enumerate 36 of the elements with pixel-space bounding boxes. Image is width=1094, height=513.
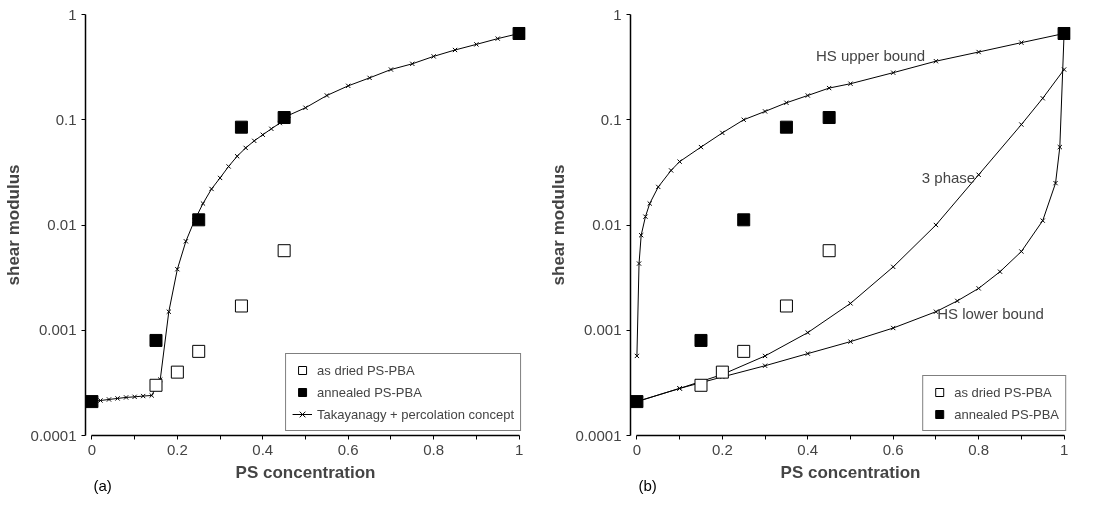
y-tick-label: 1 xyxy=(68,5,77,23)
legend-label: as dried PS-PBA xyxy=(954,384,1052,400)
y-tick-label: 0.1 xyxy=(55,110,77,128)
y-axis-title: shear modulus xyxy=(3,164,23,286)
y-tick-label: 0.001 xyxy=(38,321,77,339)
y-tick-label: 1 xyxy=(613,5,622,23)
x-tick-label: 1 xyxy=(1059,440,1069,458)
y-tick-label: 0.0001 xyxy=(30,426,77,444)
y-tick-label: 0.001 xyxy=(583,321,622,339)
annotation: HS upper bound xyxy=(815,47,926,64)
y-axis-title: shear modulus xyxy=(548,164,568,286)
legend-label: Takayanagy + percolation concept xyxy=(317,406,514,422)
x-axis-title: PS concentration xyxy=(780,462,921,482)
text: (a) xyxy=(93,476,112,494)
x-axis-title: PS concentration xyxy=(235,462,376,482)
x-tick-label: 0.4 xyxy=(252,440,274,458)
x-tick-label: 0.6 xyxy=(337,440,359,458)
x-tick-label: 0.2 xyxy=(711,440,733,458)
annotation: 3 phase xyxy=(921,169,976,186)
x-tick-label: 0 xyxy=(87,440,97,458)
y-tick-label: 0.0001 xyxy=(575,426,622,444)
annotation: HS lower bound xyxy=(937,305,1044,322)
legend-label: annealed PS-PBA xyxy=(954,406,1059,422)
x-tick-label: 0.8 xyxy=(968,440,990,458)
y-tick-label: 0.01 xyxy=(47,216,77,233)
legend-label: as dried PS-PBA xyxy=(317,362,415,378)
x-tick-label: 1 xyxy=(514,440,524,458)
x-tick-label: 0.6 xyxy=(882,440,904,458)
y-tick-label: 0.1 xyxy=(600,110,622,128)
x-tick-label: 0.4 xyxy=(797,440,819,458)
x-tick-label: 0.8 xyxy=(423,440,445,458)
y-tick-label: 0.01 xyxy=(592,216,622,233)
x-tick-label: 0.2 xyxy=(166,440,188,458)
legend-label: annealed PS-PBA xyxy=(317,384,422,400)
text: (b) xyxy=(638,476,657,494)
x-tick-label: 0 xyxy=(632,440,642,458)
